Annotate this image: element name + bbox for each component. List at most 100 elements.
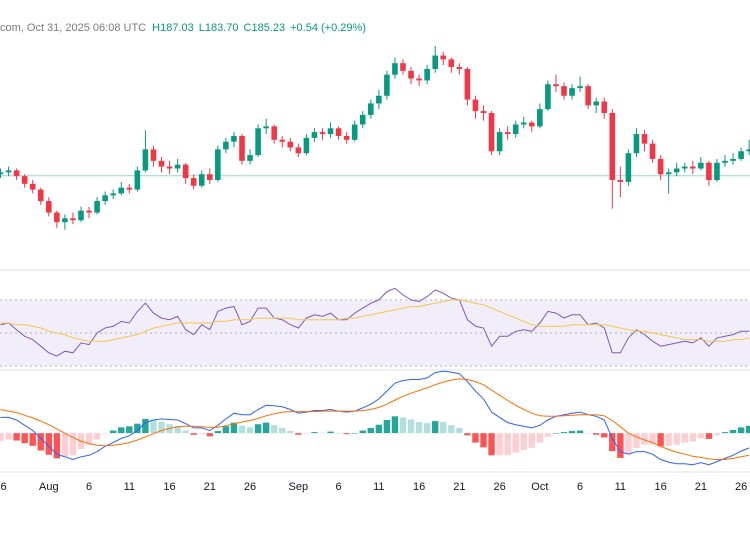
histogram-bar	[246, 427, 254, 434]
histogram-bar	[190, 433, 197, 435]
histogram-bar	[407, 419, 415, 434]
histogram-bar	[198, 433, 205, 435]
histogram-bar	[472, 433, 479, 443]
histogram-bar	[423, 423, 431, 434]
candle-body	[448, 59, 455, 68]
header-low: L183.70	[199, 22, 239, 34]
candle-body	[480, 111, 487, 113]
candle-body	[239, 135, 245, 161]
x-tick-label: 21	[453, 481, 465, 493]
x-tick-label: 26	[493, 481, 505, 493]
candle-body	[416, 78, 422, 81]
candle-body	[472, 99, 479, 112]
candle-body	[215, 149, 221, 180]
x-tick-label: 21	[204, 481, 216, 493]
candle-body	[29, 183, 36, 190]
candle-body	[633, 134, 640, 154]
candle-body	[223, 141, 229, 150]
histogram-bar	[311, 432, 318, 434]
x-tick-label: 11	[124, 481, 135, 493]
histogram-bar	[174, 426, 181, 434]
histogram-bar	[415, 422, 423, 434]
candle-body	[102, 195, 108, 202]
candle-body	[625, 153, 632, 182]
histogram-bar	[745, 425, 750, 434]
candle-body	[295, 147, 302, 154]
histogram-bar	[37, 433, 44, 451]
candle-body	[368, 103, 374, 115]
candle-body	[207, 174, 213, 180]
histogram-bar	[319, 432, 326, 434]
header-close: C185.23	[244, 22, 286, 34]
histogram-bar	[512, 433, 519, 453]
histogram-bar	[601, 433, 608, 438]
histogram-bar	[29, 433, 36, 446]
candle-body	[649, 143, 656, 159]
candle-body	[738, 151, 744, 159]
histogram-bar	[456, 427, 463, 434]
candle-body	[609, 112, 616, 180]
candle-body	[0, 172, 4, 175]
candle-body	[706, 162, 712, 180]
candle-body	[231, 135, 237, 142]
histogram-bar	[110, 430, 117, 434]
histogram-bar	[206, 433, 213, 437]
candle-body	[78, 210, 84, 221]
candle-body	[94, 201, 100, 213]
histogram-bar	[327, 431, 334, 434]
histogram-bar	[69, 433, 77, 456]
histogram-bar	[295, 433, 302, 435]
candle-body	[190, 178, 197, 186]
candle-body	[54, 212, 60, 223]
histogram-bar	[737, 427, 745, 434]
candle-body	[376, 95, 382, 104]
indicator-line	[0, 370, 750, 466]
histogram-bar	[279, 427, 286, 434]
histogram-bar	[126, 426, 133, 434]
candle-body	[673, 168, 680, 173]
candle-body	[537, 109, 543, 127]
candle-body	[464, 68, 471, 100]
histogram-bar	[496, 433, 503, 456]
histogram-bar	[576, 430, 584, 434]
candle-body	[690, 166, 696, 169]
histogram-bar	[593, 433, 600, 435]
histogram-bar	[665, 433, 672, 446]
candle-body	[432, 55, 438, 69]
candle-body	[665, 172, 672, 175]
x-tick-label: Aug	[39, 481, 59, 493]
candle-body	[198, 174, 205, 186]
histogram-bar	[367, 427, 374, 434]
header-source: com, Oct 31, 2025 06:08 UTC	[0, 22, 146, 34]
candle-body	[62, 218, 68, 223]
candle-body	[456, 67, 463, 69]
header-change: +0.54 (+0.29%)	[290, 22, 366, 34]
candle-body	[359, 114, 366, 125]
histogram-bar	[480, 433, 487, 448]
histogram-bar	[238, 425, 246, 434]
histogram-bar	[625, 433, 632, 455]
histogram-bar	[504, 433, 511, 456]
candle-body	[722, 160, 728, 163]
histogram-bar	[271, 425, 278, 434]
histogram-bar	[303, 433, 310, 434]
histogram-bar	[150, 419, 157, 434]
histogram-bar	[552, 433, 560, 434]
x-tick-label: 26	[0, 481, 7, 493]
histogram-bar	[713, 433, 721, 436]
x-tick-label: 21	[695, 481, 707, 493]
candle-body	[118, 187, 125, 194]
histogram-bar	[520, 433, 527, 450]
histogram-bar	[262, 422, 270, 434]
candle-body	[641, 134, 648, 144]
histogram-bar	[222, 426, 230, 434]
candle-body	[343, 135, 350, 140]
candle-body	[13, 170, 20, 177]
candle-body	[46, 201, 52, 213]
candle-body	[70, 218, 76, 221]
candle-body	[351, 124, 358, 140]
candle-body	[714, 162, 720, 180]
x-tick-label: 16	[654, 481, 666, 493]
histogram-bar	[721, 432, 729, 434]
